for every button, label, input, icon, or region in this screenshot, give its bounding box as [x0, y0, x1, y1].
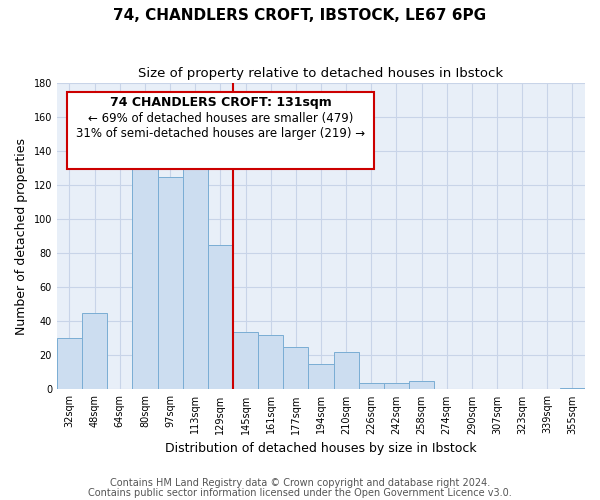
Bar — [283, 347, 308, 390]
X-axis label: Distribution of detached houses by size in Ibstock: Distribution of detached houses by size … — [165, 442, 477, 455]
Title: Size of property relative to detached houses in Ibstock: Size of property relative to detached ho… — [139, 68, 503, 80]
Y-axis label: Number of detached properties: Number of detached properties — [15, 138, 28, 334]
Bar — [308, 364, 334, 390]
Bar — [384, 382, 409, 390]
Text: 74 CHANDLERS CROFT: 131sqm: 74 CHANDLERS CROFT: 131sqm — [110, 96, 331, 110]
Bar — [560, 388, 585, 390]
Bar — [233, 332, 258, 390]
Bar — [334, 352, 359, 390]
Bar — [82, 313, 107, 390]
Bar — [359, 382, 384, 390]
Text: Contains HM Land Registry data © Crown copyright and database right 2024.: Contains HM Land Registry data © Crown c… — [110, 478, 490, 488]
FancyBboxPatch shape — [67, 92, 374, 169]
Text: Contains public sector information licensed under the Open Government Licence v3: Contains public sector information licen… — [88, 488, 512, 498]
Text: 31% of semi-detached houses are larger (219) →: 31% of semi-detached houses are larger (… — [76, 127, 365, 140]
Bar — [57, 338, 82, 390]
Bar — [182, 138, 208, 390]
Bar — [158, 176, 182, 390]
Bar — [133, 163, 158, 390]
Bar — [258, 335, 283, 390]
Text: 74, CHANDLERS CROFT, IBSTOCK, LE67 6PG: 74, CHANDLERS CROFT, IBSTOCK, LE67 6PG — [113, 8, 487, 22]
Text: ← 69% of detached houses are smaller (479): ← 69% of detached houses are smaller (47… — [88, 112, 353, 125]
Bar — [208, 245, 233, 390]
Bar — [409, 381, 434, 390]
